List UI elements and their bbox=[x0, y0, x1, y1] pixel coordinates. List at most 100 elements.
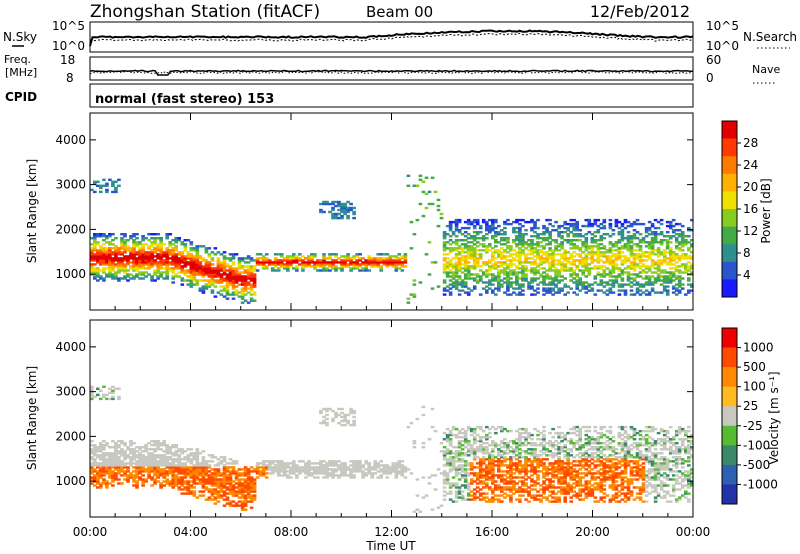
heatmap-cell bbox=[674, 265, 679, 268]
heatmap-cell bbox=[117, 466, 121, 469]
heatmap-cell bbox=[463, 468, 468, 471]
heatmap-cell bbox=[111, 261, 115, 264]
heatmap-cell bbox=[289, 261, 293, 264]
heatmap-cell bbox=[608, 287, 613, 290]
heatmap-cell bbox=[135, 253, 139, 256]
heatmap-cell bbox=[497, 444, 501, 447]
heatmap-cell bbox=[494, 279, 498, 282]
heatmap-cell bbox=[373, 259, 378, 262]
heatmap-cell bbox=[228, 488, 233, 491]
heatmap-cell bbox=[135, 263, 139, 266]
heatmap-cell bbox=[168, 472, 173, 475]
heatmap-cell bbox=[240, 504, 245, 507]
heatmap-cell bbox=[165, 458, 170, 461]
heatmap-cell bbox=[192, 480, 197, 483]
heatmap-cell bbox=[135, 237, 139, 240]
heatmap-cell bbox=[485, 468, 489, 471]
heatmap-cell bbox=[469, 482, 474, 485]
heatmap-cell bbox=[195, 273, 200, 276]
heatmap-cell bbox=[114, 464, 118, 467]
heatmap-cell bbox=[210, 488, 215, 491]
heatmap-cell bbox=[93, 271, 97, 274]
heatmap-cell bbox=[521, 482, 525, 485]
heatmap-cell bbox=[542, 237, 546, 240]
heatmap-cell bbox=[690, 263, 694, 266]
heatmap-cell bbox=[563, 257, 568, 260]
heatmap-cell bbox=[192, 474, 197, 477]
heatmap-cell bbox=[105, 255, 109, 258]
heatmap-cell bbox=[524, 427, 528, 431]
heatmap-cell bbox=[225, 289, 230, 292]
heatmap-cell bbox=[623, 261, 628, 264]
heatmap-cell bbox=[665, 243, 670, 246]
heatmap-cell bbox=[195, 263, 200, 266]
heatmap-cell bbox=[545, 291, 549, 294]
heatmap-cell bbox=[497, 269, 501, 272]
heatmap-cell bbox=[466, 257, 471, 260]
heatmap-cell bbox=[156, 444, 160, 447]
heatmap-cell bbox=[102, 259, 106, 262]
heatmap-cell bbox=[162, 464, 167, 467]
heatmap-cell bbox=[466, 220, 471, 224]
heatmap-cell bbox=[560, 261, 564, 264]
heatmap-cell bbox=[527, 287, 531, 290]
heatmap-cell bbox=[222, 295, 227, 298]
heatmap-cell bbox=[687, 279, 691, 282]
heatmap-cell bbox=[397, 257, 402, 260]
heatmap-cell bbox=[488, 218, 492, 222]
heatmap-cell bbox=[599, 239, 604, 242]
heatmap-cell bbox=[518, 462, 522, 465]
heatmap-cell bbox=[177, 458, 182, 461]
heatmap-cell bbox=[497, 500, 501, 503]
heatmap-cell bbox=[466, 474, 471, 477]
heatmap-cell bbox=[439, 504, 444, 507]
heatmap-cell bbox=[451, 427, 456, 431]
heatmap-cell bbox=[96, 261, 100, 264]
heatmap-cell bbox=[472, 218, 477, 222]
heatmap-cell bbox=[186, 269, 191, 272]
heatmap-cell bbox=[228, 486, 233, 489]
heatmap-cell bbox=[111, 251, 115, 254]
heatmap-cell bbox=[554, 279, 558, 282]
heatmap-cell bbox=[168, 233, 173, 236]
heatmap-cell bbox=[542, 281, 546, 284]
heatmap-cell bbox=[379, 265, 384, 268]
heatmap-cell bbox=[599, 283, 604, 286]
heatmap-cell bbox=[213, 496, 218, 499]
heatmap-cell bbox=[475, 218, 480, 222]
heatmap-cell bbox=[135, 482, 139, 485]
heatmap-cell bbox=[129, 255, 133, 258]
heatmap-cell bbox=[289, 263, 293, 266]
heatmap-cell bbox=[334, 265, 338, 268]
heatmap-cell bbox=[485, 251, 489, 254]
heatmap-cell bbox=[533, 224, 537, 228]
heatmap-cell bbox=[120, 257, 124, 260]
heatmap-cell bbox=[174, 478, 179, 481]
heatmap-cell bbox=[180, 241, 185, 244]
heatmap-cell bbox=[261, 470, 266, 473]
heatmap-cell bbox=[494, 251, 498, 254]
heatmap-cell bbox=[189, 241, 194, 244]
heatmap-cell bbox=[503, 456, 507, 459]
heatmap-cell bbox=[174, 476, 179, 479]
heatmap-cell bbox=[581, 257, 586, 260]
heatmap-cell bbox=[213, 295, 218, 298]
heatmap-cell bbox=[424, 176, 429, 180]
heatmap-cell bbox=[204, 482, 209, 485]
heatmap-cell bbox=[548, 265, 552, 268]
heatmap-cell bbox=[454, 484, 459, 487]
heatmap-cell bbox=[463, 436, 468, 439]
heatmap-cell bbox=[93, 237, 97, 240]
heatmap-cell bbox=[249, 299, 254, 302]
heatmap-cell bbox=[500, 243, 504, 246]
heatmap-cell bbox=[243, 486, 248, 489]
heatmap-cell bbox=[542, 486, 546, 489]
heatmap-cell bbox=[292, 470, 296, 473]
heatmap-cell bbox=[165, 470, 170, 473]
heatmap-cell bbox=[162, 263, 167, 266]
heatmap-cell bbox=[168, 251, 173, 254]
heatmap-cell bbox=[102, 460, 106, 463]
heatmap-cell bbox=[252, 281, 257, 284]
heatmap-cell bbox=[478, 440, 483, 443]
heatmap-cell bbox=[165, 466, 170, 469]
